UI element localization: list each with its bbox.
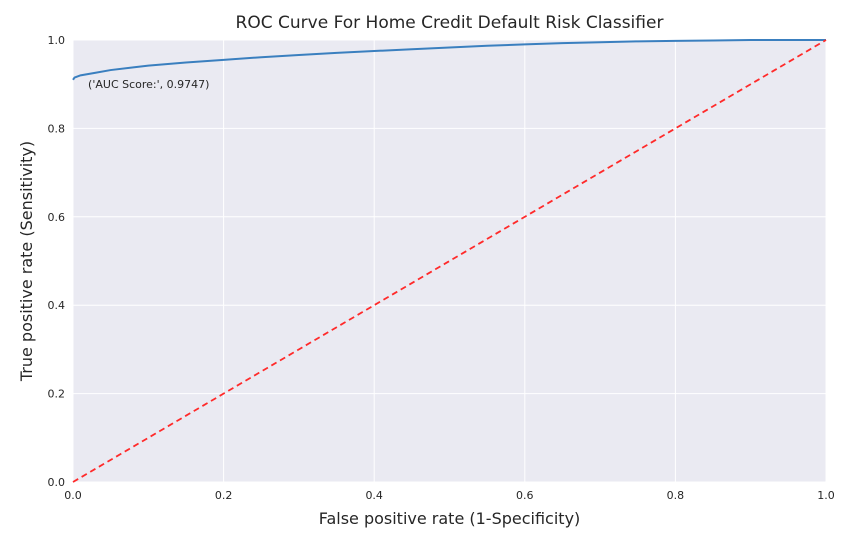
- x-tick-label: 0.6: [516, 489, 534, 502]
- y-tick-label: 0.8: [48, 122, 66, 135]
- y-tick-label: 0.6: [48, 211, 66, 224]
- y-tick-label: 0.4: [48, 299, 66, 312]
- grid: [72, 39, 827, 483]
- series-lines: [72, 39, 827, 483]
- x-tick-label: 0.2: [215, 489, 233, 502]
- x-tick-label: 0.0: [64, 489, 82, 502]
- y-axis-label: True positive rate (Sensitivity): [17, 141, 36, 382]
- y-tick-label: 1.0: [48, 34, 66, 47]
- random-classifier-line: [72, 39, 827, 483]
- x-axis-label: False positive rate (1-Specificity): [319, 509, 581, 528]
- auc-annotation: ('AUC Score:', 0.9747): [88, 78, 209, 91]
- y-tick-label: 0.2: [48, 388, 66, 401]
- x-tick-label: 1.0: [817, 489, 835, 502]
- chart-title: ROC Curve For Home Credit Default Risk C…: [236, 13, 664, 33]
- x-tick-label: 0.8: [667, 489, 685, 502]
- roc-curve-line: [72, 39, 826, 81]
- y-tick-label: 0.0: [48, 476, 66, 489]
- tick-labels: 0.0 0.2 0.4 0.6 0.8 1.0 0.0 0.2 0.4 0.6 0.8 1.0: [48, 34, 835, 502]
- x-tick-label: 0.4: [365, 489, 383, 502]
